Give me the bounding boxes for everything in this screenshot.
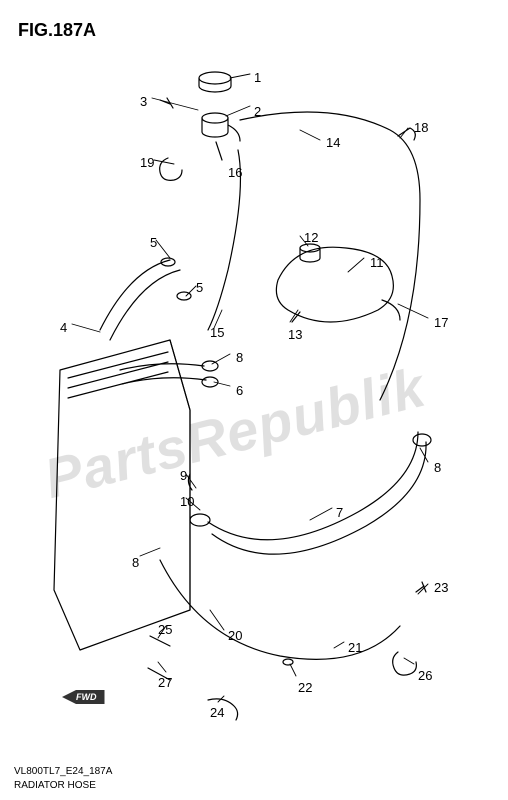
callout-12: 12 <box>304 230 318 245</box>
callout-23: 23 <box>434 580 448 595</box>
callout-7: 7 <box>336 505 343 520</box>
callout-20: 20 <box>228 628 242 643</box>
callout-25: 25 <box>158 622 172 637</box>
callout-4: 4 <box>60 320 67 335</box>
callout-21: 21 <box>348 640 362 655</box>
callout-17: 17 <box>434 315 448 330</box>
callout-11: 11 <box>370 255 384 270</box>
callout-8: 8 <box>434 460 441 475</box>
callout-6: 6 <box>236 383 243 398</box>
callout-10: 10 <box>180 494 194 509</box>
callout-8: 8 <box>132 555 139 570</box>
callout-13: 13 <box>288 327 302 342</box>
callout-3: 3 <box>140 94 147 109</box>
callout-16: 16 <box>228 165 242 180</box>
footer-part-name: RADIATOR HOSE <box>14 780 96 791</box>
callout-27: 27 <box>158 675 172 690</box>
callout-26: 26 <box>418 668 432 683</box>
callout-22: 22 <box>298 680 312 695</box>
callout-2: 2 <box>254 104 261 119</box>
callout-9: 9 <box>180 468 187 483</box>
callout-24: 24 <box>210 705 224 720</box>
callout-5: 5 <box>196 280 203 295</box>
callout-15: 15 <box>210 325 224 340</box>
callout-5: 5 <box>150 235 157 250</box>
callout-8: 8 <box>236 350 243 365</box>
footer-model-code: VL800TL7_E24_187A <box>14 766 112 777</box>
figure-title: FIG.187A <box>18 20 96 41</box>
callout-18: 18 <box>414 120 428 135</box>
callout-19: 19 <box>140 155 154 170</box>
callout-14: 14 <box>326 135 340 150</box>
callout-1: 1 <box>254 70 261 85</box>
